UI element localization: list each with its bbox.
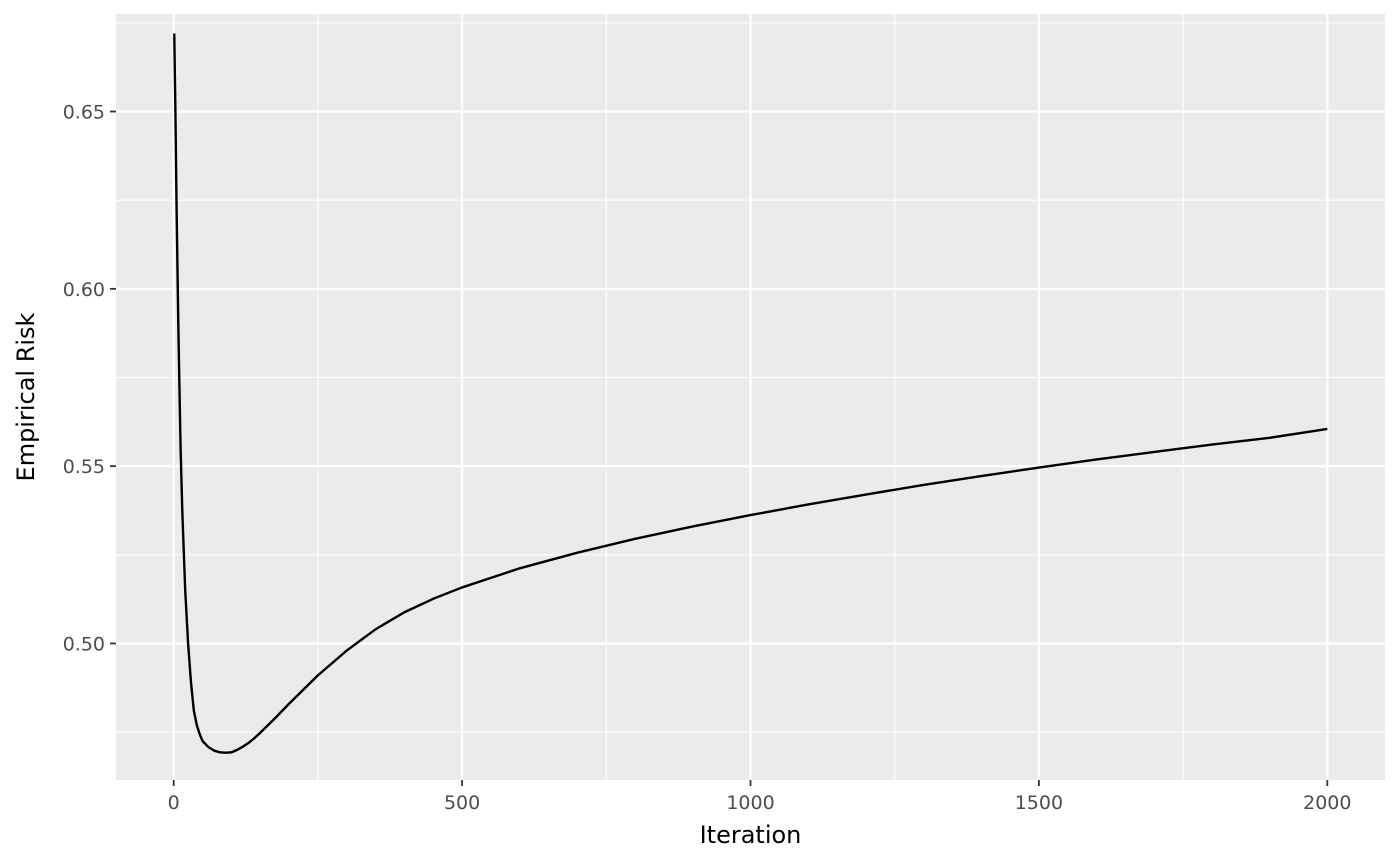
y-tick-label: 0.65	[63, 102, 105, 124]
x-tick-label: 0	[168, 792, 180, 814]
x-tick-label: 1500	[1015, 792, 1063, 814]
y-tick-label: 0.55	[63, 456, 105, 478]
x-axis-ticks: 0 500 1000 1500 2000	[168, 780, 1351, 814]
x-tick-label: 500	[444, 792, 480, 814]
series-line-empirical-risk	[173, 33, 1328, 754]
x-axis-title: Iteration	[700, 821, 802, 849]
x-tick-label: 2000	[1303, 792, 1351, 814]
y-tick-label: 0.50	[63, 633, 105, 655]
x-tick-label: 1000	[726, 792, 774, 814]
y-axis-ticks: 0.50 0.55 0.60 0.65	[63, 102, 116, 655]
y-axis-title: Empirical Risk	[12, 312, 40, 481]
y-tick-label: 0.60	[63, 279, 105, 301]
major-gridlines	[116, 14, 1385, 780]
